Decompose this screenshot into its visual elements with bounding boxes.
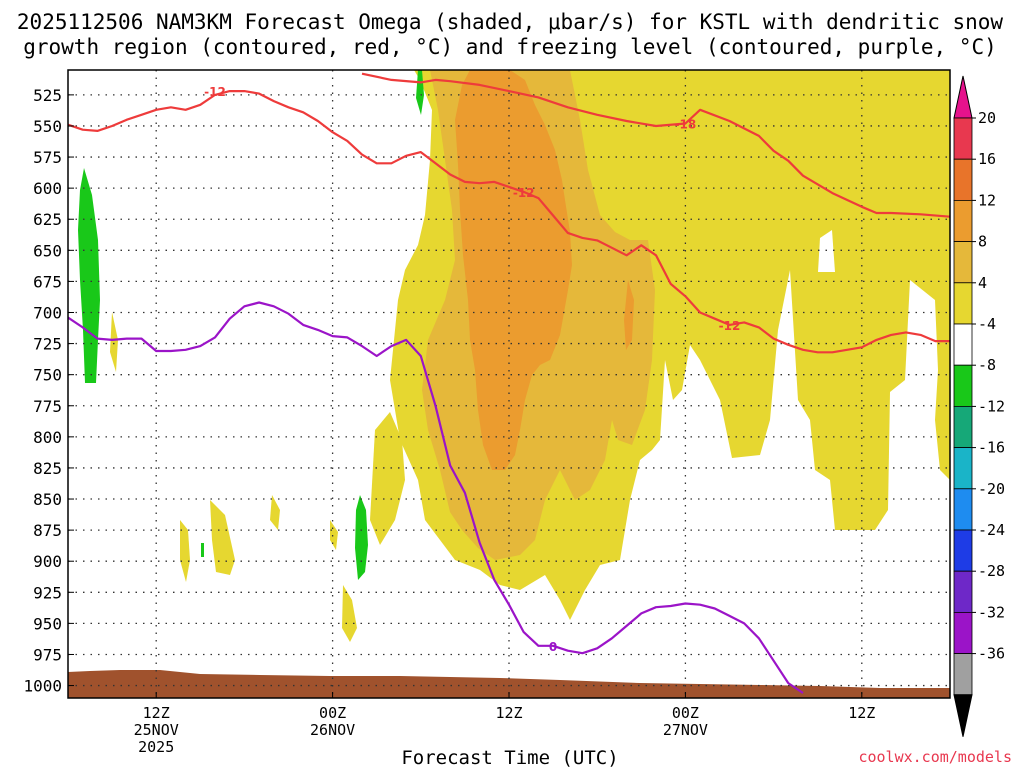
y-tick-label: 625 [33,210,62,229]
x-axis-label: Forecast Time (UTC) [401,747,618,768]
omega-band-4-8-small-1 [342,585,357,642]
colorbar-label: 16 [978,150,996,168]
colorbar-segment [953,158,973,201]
y-tick-label: 775 [33,397,62,416]
x-tick-label: 12Z [495,704,522,722]
colorbar-label: -28 [978,562,1005,580]
colorbar-top-arrow [953,75,973,119]
colorbar-segment [953,612,973,655]
chart-title-line2: growth region (contoured, red, °C) and f… [23,35,997,59]
omega-band-4-8-small-6 [110,312,118,372]
omega-band-neg4-neg8-left [78,168,100,383]
contour-line [68,301,804,694]
x-tick-label: 25NOV [134,721,179,739]
y-tick-label: 650 [33,241,62,260]
colorbar: 20 16 12 8 4 -4 -8 -12 -16 -20 -24 -28 -32 -36 [953,75,1005,737]
y-tick-label: 675 [33,272,62,291]
contour-label: -18 [675,117,697,131]
colorbar-bottom-arrow [953,694,973,737]
credit-text: coolwx.com/models [858,748,1012,766]
x-tick-label: 12Z [143,704,170,722]
colorbar-label: -32 [978,603,1005,621]
contour-line [361,72,950,218]
x-tick-label: 26NOV [310,721,355,739]
y-tick-label: 950 [33,614,62,633]
colorbar-segment [953,405,973,448]
colorbar-label: 20 [978,109,996,127]
x-tick-label: 00Z [672,704,699,722]
omega-band-4-8-lower-lobe [370,412,405,545]
omega-band-12-16 [455,70,572,470]
y-tick-label: 525 [33,86,62,105]
contour-label: 0 [549,640,557,654]
colorbar-label: -20 [978,480,1005,498]
colorbar-label: -8 [978,356,996,374]
colorbar-label: -12 [978,397,1005,415]
contours: -12 -12 -12 -18 0 [68,72,950,694]
colorbar-label: -16 [978,439,1005,457]
y-axis: 525 550 575 600 625 650 675 700 725 750 775 800 825 8… [23,86,74,696]
colorbar-segment [953,570,973,613]
colorbar-segment [953,199,973,242]
colorbar-segment [953,241,973,284]
colorbar-segment [953,282,973,325]
colorbar-segment [953,364,973,407]
y-tick-label: 700 [33,303,62,322]
grid [68,70,950,698]
y-tick-label: 900 [33,552,62,571]
contour-label: -12 [204,85,226,99]
colorbar-segment [953,323,973,366]
omega-band-4-8-small-7 [768,78,778,118]
omega-band-4-8-small-3 [210,500,235,575]
x-tick-label: 12Z [848,704,875,722]
omega-band-4-8-small-4 [270,495,280,530]
omega-band-neg4-neg8-mid [355,495,368,580]
y-tick-label: 850 [33,490,62,509]
colorbar-label: 4 [978,274,987,292]
colorbar-segment [953,653,973,696]
ground-surface [68,670,950,698]
colorbar-label: 8 [978,233,987,251]
omega-band-12-16-sliver [624,280,634,350]
x-tick-label: 2025 [138,738,174,756]
colorbar-label: 12 [978,191,996,209]
chart-title: 2025112506 NAM3KM Forecast Omega (shaded… [17,10,1004,34]
y-tick-label: 600 [33,179,62,198]
contour-line [68,90,950,354]
omega-band-4-8-small-2 [180,520,190,582]
y-tick-label: 575 [33,148,62,167]
plot-area: -12 -12 -12 -18 0 [68,70,950,698]
colorbar-label: -24 [978,521,1005,539]
y-tick-label: 825 [33,459,62,478]
x-tick-label: 27NOV [663,721,708,739]
colorbar-label: -4 [978,315,996,333]
contour-label: -12 [719,319,741,333]
y-tick-label: 800 [33,428,62,447]
omega-band-4-8-small-5 [330,520,338,550]
omega-band-neg4-neg8-dot [201,543,204,557]
y-tick-label: 725 [33,335,62,354]
y-tick-label: 875 [33,521,62,540]
colorbar-segment [953,529,973,572]
omega-band-4-8-gap [818,230,835,272]
contour-label: -12 [513,186,535,200]
colorbar-segment [953,117,973,160]
colorbar-label: -36 [978,645,1005,663]
y-tick-label: 1000 [23,677,62,696]
x-tick-label: 00Z [319,704,346,722]
colorbar-segment [953,488,973,531]
y-tick-label: 975 [33,645,62,664]
y-tick-label: 750 [33,366,62,385]
y-tick-label: 925 [33,583,62,602]
y-tick-label: 550 [33,117,62,136]
colorbar-segment [953,447,973,490]
